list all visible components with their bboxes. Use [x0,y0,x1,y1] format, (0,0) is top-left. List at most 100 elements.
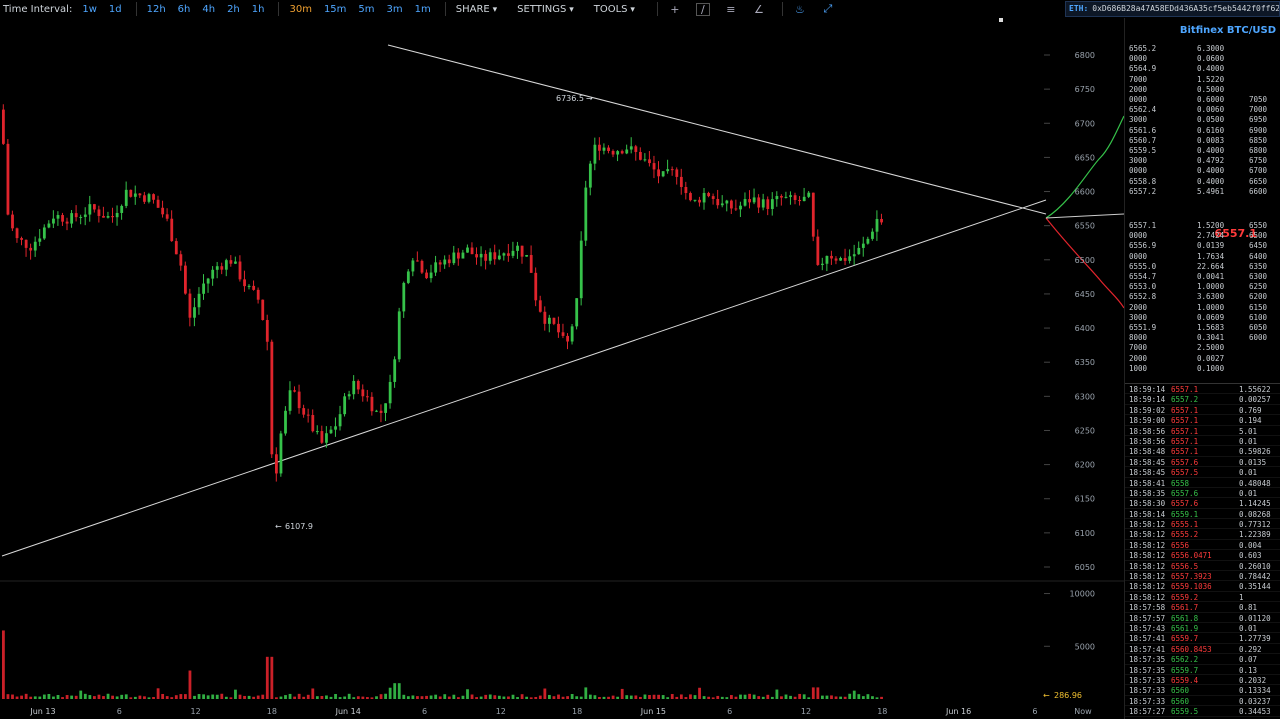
candle-body [93,204,96,210]
volume-bar [639,696,642,699]
volume-bar [702,696,706,699]
bid-row-ob-price: 6556.9 [1129,241,1157,251]
volume-bar [643,694,647,699]
volume-bar [679,694,683,699]
price-tick-label: 6550 [1075,222,1095,231]
candle [42,224,46,240]
candle-body [356,380,360,390]
trade-time: 18:59:14 [1129,395,1166,405]
bid-row-ob-price: 6557.1 [1129,221,1157,230]
volume-bar [325,695,328,699]
bid-row-ob-tick: 6050 [1249,323,1268,332]
trade-price: 6559.4 [1171,675,1199,685]
fullscreen-icon[interactable]: ⤢ [823,2,833,15]
candle [302,404,306,418]
candle [52,210,55,229]
candle [133,185,137,205]
time-tick-label: 6 [422,707,427,716]
trade-size: 0.13 [1239,665,1258,675]
bid-row-ob-price: 8000 [1129,333,1148,343]
interval-3m-button[interactable]: 3m [386,3,403,15]
candle-body [871,231,874,239]
candle-body [170,218,174,242]
candle-body [452,252,456,264]
candle-body [588,163,592,188]
trade-size: 5.01 [1239,426,1258,436]
bid-row-ob-tick: 6250 [1249,282,1268,292]
ask-row: 2000 0.5000 [1125,85,1280,95]
volume-bar [38,696,42,699]
volume-bar [165,696,169,699]
eth-donation-address[interactable]: ETH: 0xD686B28a47A58EDd436A35cf5eb5442f0f… [1065,1,1280,17]
candle [229,255,233,267]
trade-price: 6557.1 [1171,426,1199,436]
candle [124,181,128,209]
candle-body [625,149,629,154]
bid-row: 1000 0.1000 [1125,364,1280,374]
candle-body [743,199,747,206]
candle-body [825,255,829,264]
chart-annotations: 6736.5 →← 6107.9← 286.96 [275,18,1082,700]
interval-30m-button[interactable]: 30m [289,3,312,15]
volume-bars [2,630,883,699]
crosshair-icon[interactable]: + [670,2,680,16]
trade-time: 18:58:14 [1129,509,1166,519]
trade-price: 6559.7 [1171,665,1199,675]
interval-6h-button[interactable]: 6h [177,3,191,15]
candle [579,231,583,306]
ask-row: 3000 0.4792 6750 [1125,156,1280,166]
toolbar: Time Interval: 1w 1d 12h 6h 4h 2h 1h 30m… [0,0,1280,18]
interval-2h-button[interactable]: 2h [227,3,240,15]
interval-1m-button[interactable]: 1m [414,3,431,15]
trade-size: 0.0135 [1239,457,1267,467]
price-chart[interactable]: 6800 6750 6700 6650 6600 6550 6500 6450 6400 6350… [0,18,1124,719]
candle [174,238,178,255]
bell-icon[interactable]: ♨ [794,2,805,16]
volume-bar [256,695,260,699]
candle-body [852,254,856,257]
hlines-icon[interactable]: ≡ [726,2,736,16]
volume-bar [29,696,33,699]
price-tick-label: 6150 [1075,495,1095,504]
interval-5m-button[interactable]: 5m [358,3,375,15]
volume-bar [143,696,146,699]
trendline-icon[interactable]: ∕ [695,2,710,16]
trade-time: 18:57:57 [1129,613,1166,623]
trade-size: 0.81 [1239,603,1258,613]
candle-body [370,396,374,412]
share-menu[interactable]: SHARE [456,4,497,15]
settings-menu[interactable]: SETTINGS [517,4,574,15]
interval-1d-button[interactable]: 1d [108,3,122,15]
volume-bar [234,689,237,699]
fib-icon[interactable]: ∠ [753,2,764,16]
tools-menu[interactable]: TOOLS [594,4,635,15]
trade-price: 6556 [1171,540,1190,550]
interval-15m-button[interactable]: 15m [323,3,347,15]
candle-body [106,216,110,218]
candle-body [297,391,301,409]
trade-price: 6561.9 [1171,623,1199,633]
trade-row: 18:58:12 6556 0.004 [1125,540,1280,551]
interval-1h-button[interactable]: 1h [251,3,265,15]
candle [502,252,506,261]
candle [525,254,529,257]
volume-bar [270,656,274,699]
candle [79,214,83,225]
interval-4h-button[interactable]: 4h [202,3,216,15]
candle [566,333,569,350]
bid-row: 6553.0 1.0000 6250 [1125,282,1280,292]
bid-row-ob-tick: 6350 [1249,261,1268,271]
volume-bar [329,696,333,699]
interval-1w-button[interactable]: 1w [82,3,97,15]
trade-size: 0.01120 [1239,613,1271,623]
interval-12h-button[interactable]: 12h [146,3,166,15]
ask-row-ob-tick: 6650 [1249,176,1268,186]
candle-body [616,151,620,155]
bid-row-ob-tick: 6200 [1249,292,1268,302]
trade-row: 18:58:12 6559.2 1 [1125,592,1280,603]
candle [493,244,497,265]
price-tick-label: 6450 [1075,290,1095,299]
trade-row: 18:59:14 6557.1 1.55622 [1125,384,1280,395]
trade-row: 18:59:02 6557.1 0.769 [1125,405,1280,416]
candle [2,104,5,145]
